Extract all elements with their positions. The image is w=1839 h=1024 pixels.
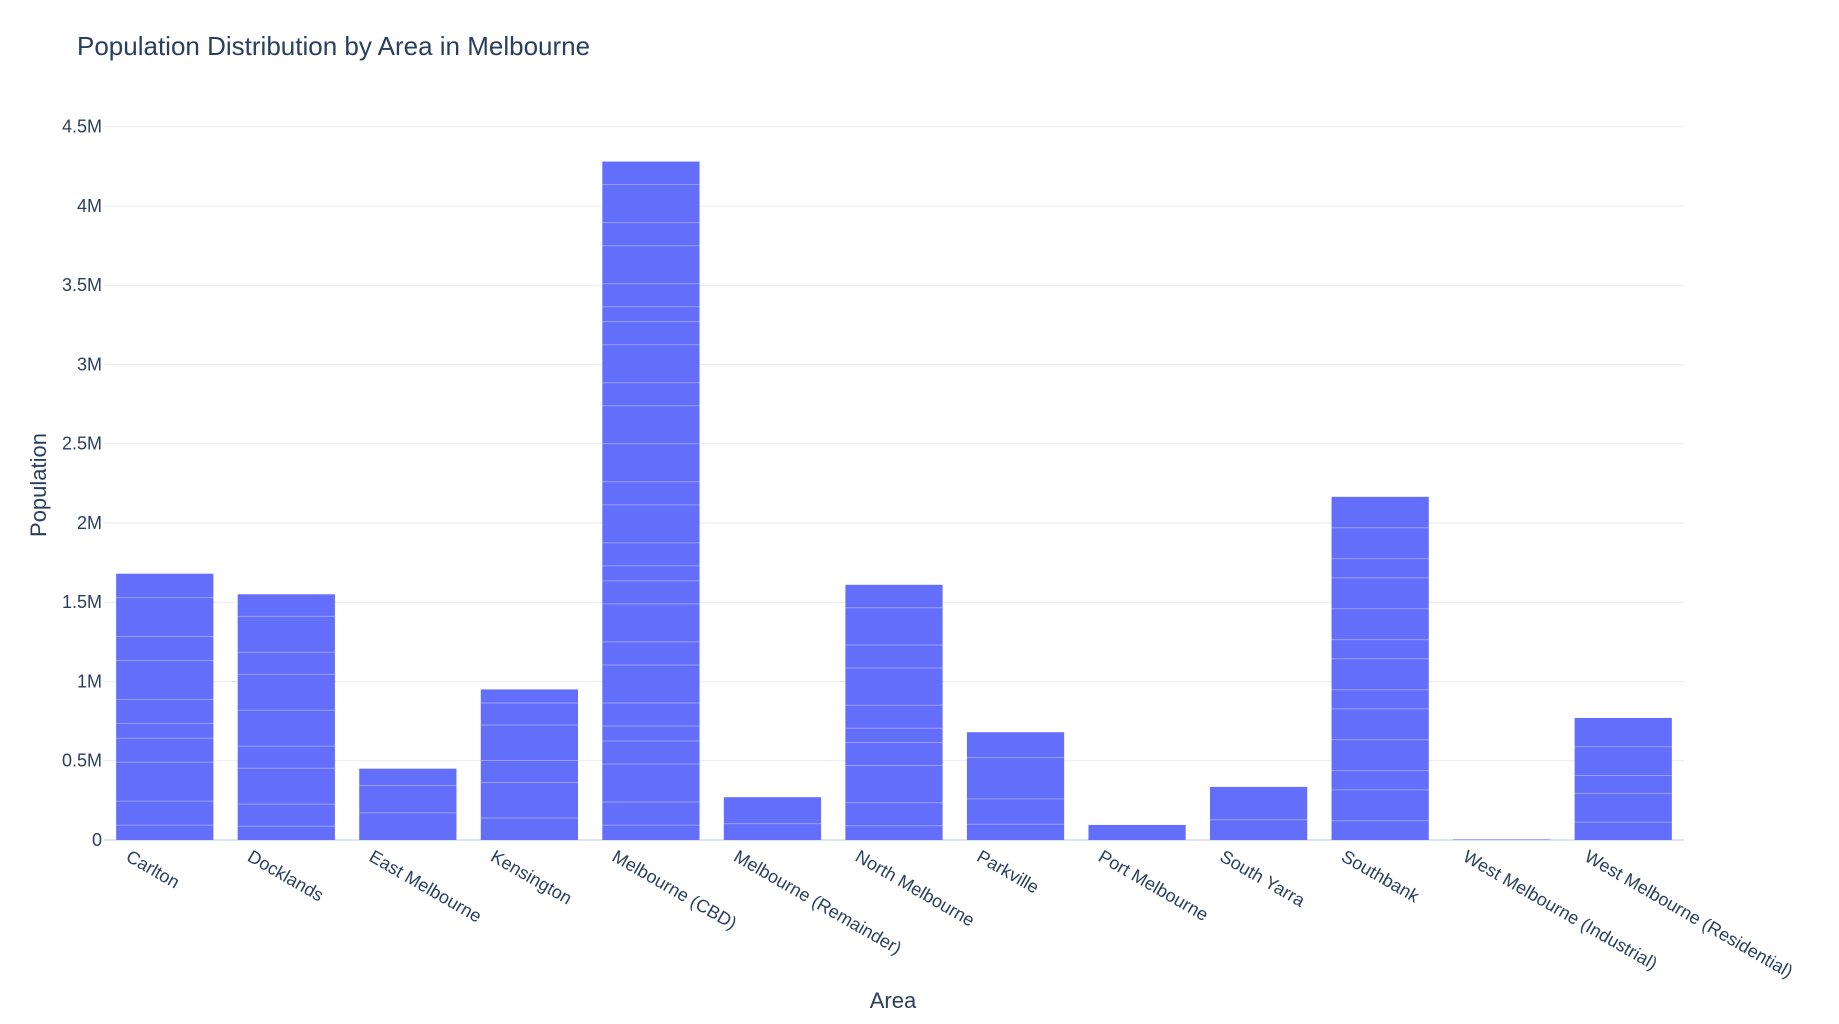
x-tick-label: East Melbourne — [366, 846, 485, 926]
bar-west-melbourne-residential — [1574, 717, 1672, 840]
x-tick-label: West Melbourne (Industrial) — [1460, 846, 1661, 974]
y-tick-label: 2M — [77, 513, 102, 533]
bar-melbourne-cbd — [602, 161, 700, 840]
y-tick-label: 2.5M — [62, 434, 102, 454]
bar-port-melbourne — [1088, 824, 1186, 840]
x-tick-label: Parkville — [974, 846, 1043, 897]
x-axis-ticks: Carlton Docklands East Melbourne Kensington… — [123, 846, 1797, 982]
y-axis-title: Population — [26, 433, 51, 537]
x-tick-label: Port Melbourne — [1095, 846, 1212, 925]
y-tick-label: 4M — [77, 196, 102, 216]
bars — [116, 161, 1672, 840]
x-tick-label: Southbank — [1338, 846, 1423, 907]
x-tick-label: Melbourne (CBD) — [609, 846, 740, 933]
x-tick-label: South Yarra — [1217, 846, 1310, 911]
bar-north-melbourne — [845, 584, 943, 840]
x-tick-label: Carlton — [123, 846, 183, 892]
y-tick-label: 0 — [92, 830, 102, 850]
x-tick-label: North Melbourne — [852, 846, 978, 930]
bar-kensington — [480, 689, 578, 840]
bar-east-melbourne — [359, 768, 457, 840]
bar-docklands — [237, 594, 335, 840]
bar-melbourne-remainder — [723, 797, 822, 840]
x-tick-label: Docklands — [244, 846, 327, 905]
y-tick-label: 0.5M — [62, 751, 102, 771]
chart-title: Population Distribution by Area in Melbo… — [77, 31, 590, 61]
bar-south-yarra — [1210, 786, 1308, 840]
y-tick-label: 1M — [77, 671, 102, 691]
bar-parkville — [966, 732, 1065, 840]
y-axis-ticks: 0 0.5M 1M 1.5M 2M 2.5M 3M 3.5M 4M 4.5M — [62, 117, 102, 850]
bar-carlton — [116, 573, 214, 840]
x-tick-label: West Melbourne (Residential) — [1581, 846, 1796, 982]
bar-southbank — [1331, 496, 1429, 840]
y-tick-label: 3M — [77, 354, 102, 374]
y-tick-label: 1.5M — [62, 592, 102, 612]
x-tick-label: Kensington — [487, 846, 575, 908]
x-axis-title: Area — [870, 988, 917, 1013]
y-tick-label: 4.5M — [62, 117, 102, 137]
y-tick-label: 3.5M — [62, 275, 102, 295]
